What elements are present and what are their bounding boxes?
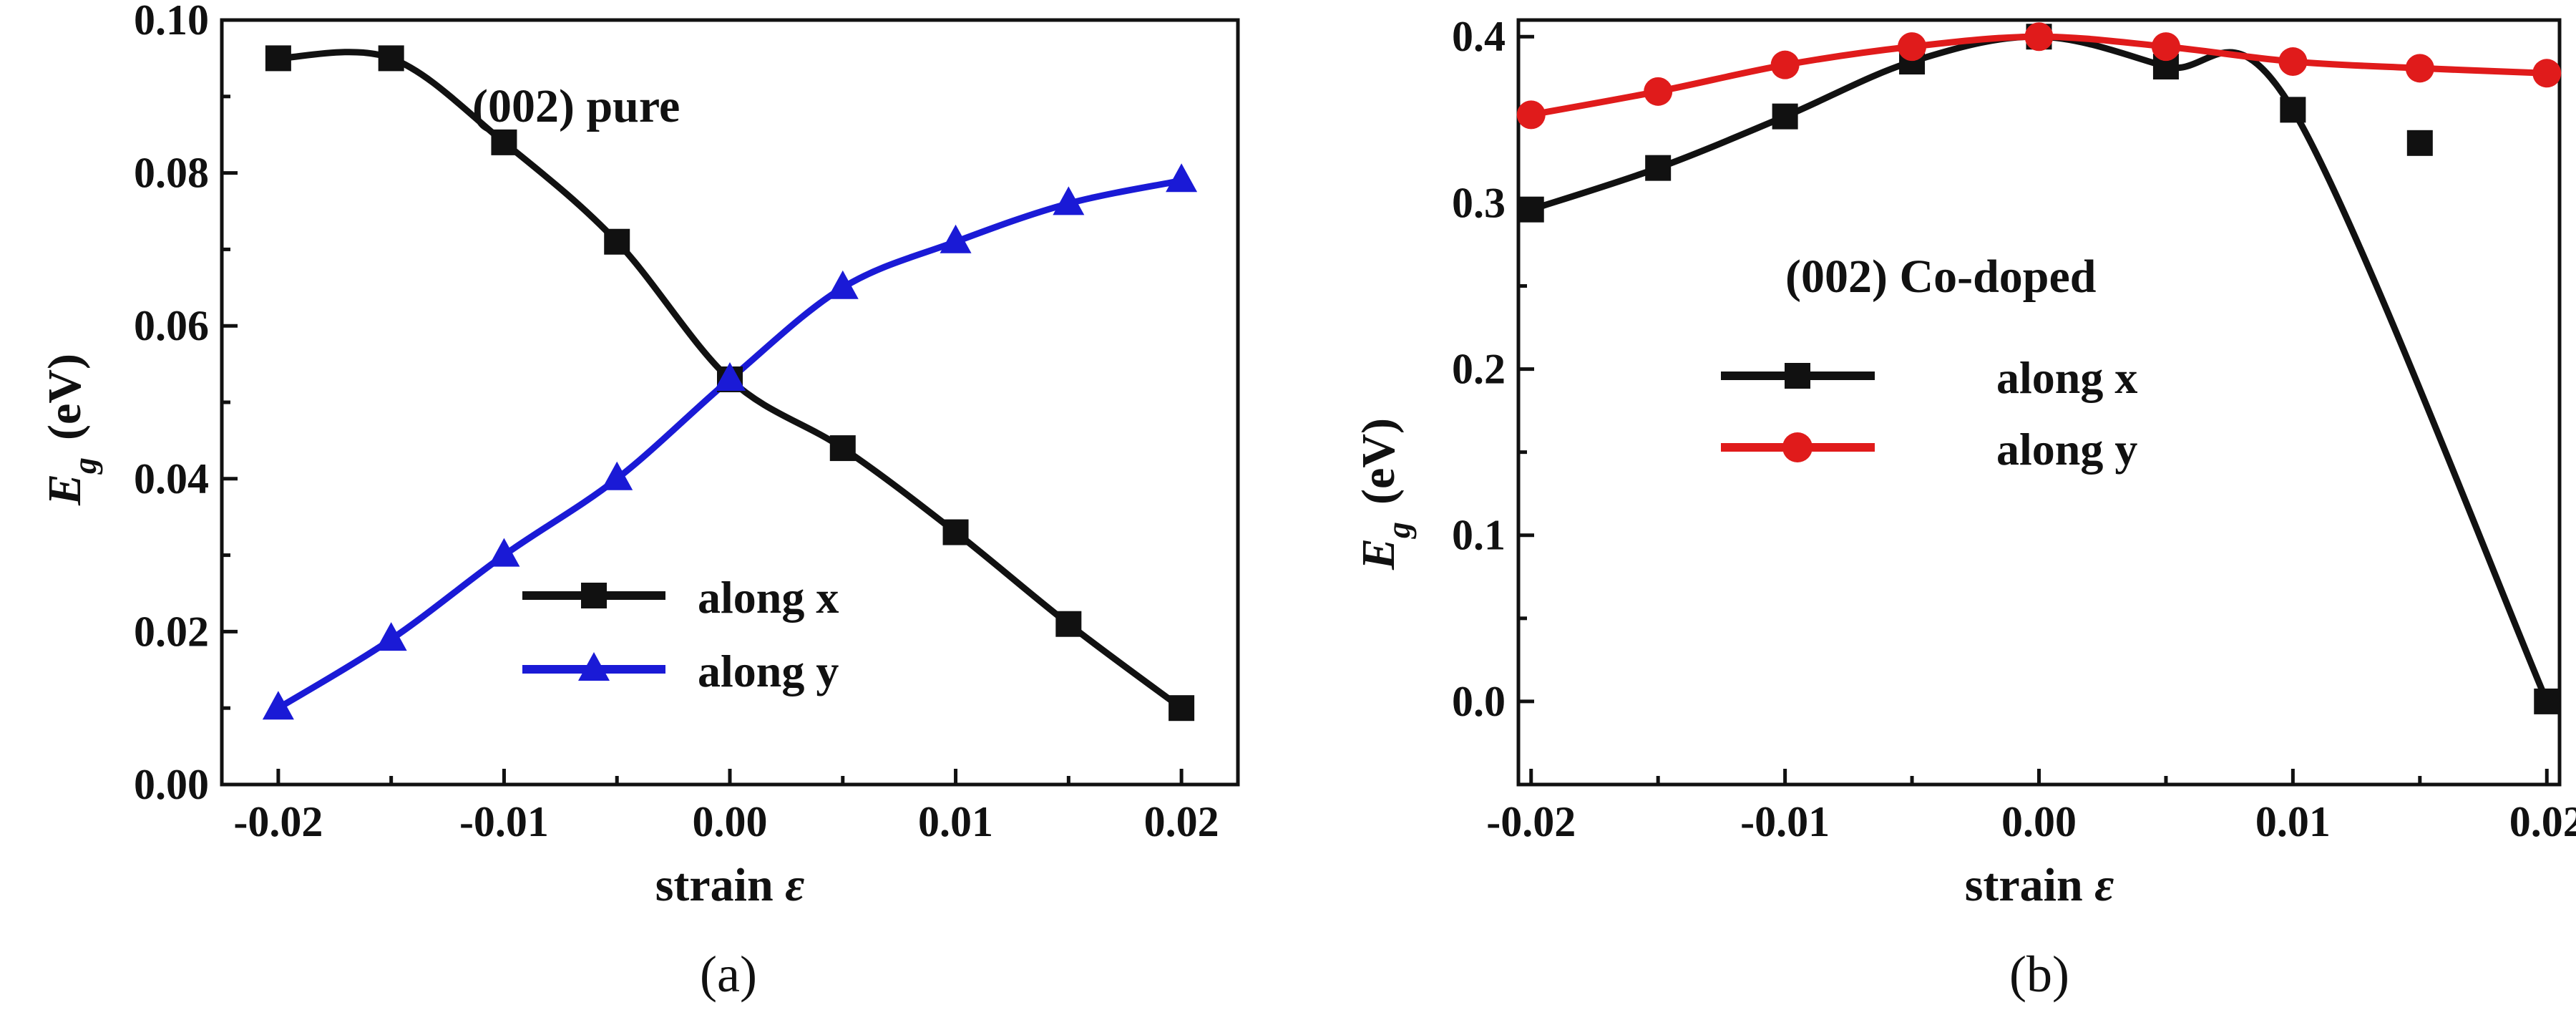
data-point-along-x-a — [265, 45, 291, 72]
x-tick-label: 0.01 — [918, 798, 993, 845]
data-point-along-x-b — [1645, 155, 1672, 181]
data-point-along-y-b — [1770, 50, 1800, 79]
x-tick-label: 0.02 — [2509, 798, 2576, 845]
panel-label-a: (a) — [700, 946, 757, 1003]
data-point-along-x-b — [2406, 130, 2433, 156]
data-point-along-y-b — [1898, 32, 1927, 62]
chart-panel-b: -0.02 -0.01 0.00 0.01 0.02 0.0 0.1 0.2 0.3 0.4 (0… — [1352, 13, 2576, 1003]
legend-label-along-y-a: along y — [698, 646, 839, 696]
legend-marker-along-y-a — [578, 652, 610, 681]
x-axis-label-b: strain ε — [1965, 859, 2114, 911]
y-tick-label: 0.4 — [1452, 13, 1506, 60]
data-point-along-x-a — [1055, 611, 1082, 637]
data-point-along-x-b — [2534, 688, 2560, 714]
annotation-b: (002) Co-doped — [1785, 251, 2097, 303]
y-tick-label: 0.3 — [1452, 179, 1506, 226]
y-axis-label-a: Eg(eV) — [39, 354, 103, 506]
data-point-along-y-a — [375, 622, 407, 651]
chart-panel-a: -0.02 -0.01 0.00 0.01 0.02 0.00 0.02 0.04 0.06 0.… — [39, 0, 1240, 1003]
legend-a: along x along y — [522, 572, 839, 696]
data-point-along-y-a — [1166, 163, 1198, 193]
legend-label-along-x-a: along x — [698, 572, 839, 623]
x-tick-label: 0.02 — [1144, 798, 1219, 845]
y-tick-label: 0.1 — [1452, 512, 1506, 559]
data-point-along-y-b — [2278, 47, 2308, 77]
panel-label-b: (b) — [2009, 946, 2069, 1003]
legend-label-along-x-b: along x — [1996, 352, 2137, 403]
legend-b: along x along y — [1721, 352, 2137, 475]
y-tick-label: 0.2 — [1452, 346, 1506, 393]
data-point-along-y-b — [2532, 59, 2562, 88]
data-point-along-y-b — [2024, 22, 2054, 52]
data-point-along-x-b — [1518, 196, 1544, 223]
data-point-along-x-a — [942, 519, 969, 545]
x-tick-label: -0.01 — [459, 798, 549, 845]
y-tick-label: 0.00 — [134, 761, 209, 808]
data-point-along-y-a — [714, 361, 746, 391]
x-tick-label: 0.00 — [693, 798, 768, 845]
legend-marker-along-x-b — [1785, 363, 1810, 389]
series-line-along-y-a — [275, 177, 1185, 712]
data-point-along-x-a — [378, 45, 404, 72]
annotation-a: (002) pure — [472, 80, 680, 132]
data-point-along-x-b — [2280, 97, 2306, 123]
y-tick-label: 0.10 — [134, 0, 209, 44]
data-point-along-y-a — [262, 691, 294, 720]
x-tick-label: 0.01 — [2255, 798, 2331, 845]
y-axis-label-b: Eg(eV) — [1352, 418, 1417, 570]
x-axis-label-a: strain ε — [655, 859, 805, 911]
y-tick-label: 0.06 — [134, 302, 209, 349]
data-point-along-y-a — [940, 224, 972, 253]
data-point-along-y-a — [601, 461, 633, 490]
y-tick-label: 0.08 — [134, 150, 209, 197]
legend-marker-along-y-b — [1782, 432, 1813, 462]
x-tick-label: 0.00 — [2001, 798, 2077, 845]
data-point-along-y-b — [1644, 77, 1673, 106]
x-tick-label: -0.01 — [1740, 798, 1830, 845]
data-point-along-y-a — [826, 270, 859, 299]
data-point-along-x-a — [604, 228, 630, 255]
data-point-along-y-b — [2405, 54, 2434, 83]
data-point-along-x-a — [491, 129, 517, 155]
legend-marker-along-x-a — [581, 583, 607, 608]
y-tick-label: 0.02 — [134, 608, 209, 655]
data-point-along-x-a — [1169, 695, 1195, 722]
data-point-along-y-b — [2151, 32, 2180, 62]
data-point-along-x-a — [829, 435, 856, 462]
y-tick-label: 0.0 — [1452, 678, 1506, 725]
x-tick-label: -0.02 — [1486, 798, 1576, 845]
x-tick-label: -0.02 — [233, 798, 323, 845]
y-tick-label: 0.04 — [134, 455, 209, 502]
data-point-along-y-a — [488, 538, 520, 567]
data-point-along-y-b — [1516, 100, 1546, 130]
legend-label-along-y-b: along y — [1996, 424, 2137, 475]
data-point-along-y-a — [1053, 186, 1085, 215]
data-point-along-x-b — [1772, 103, 1798, 130]
